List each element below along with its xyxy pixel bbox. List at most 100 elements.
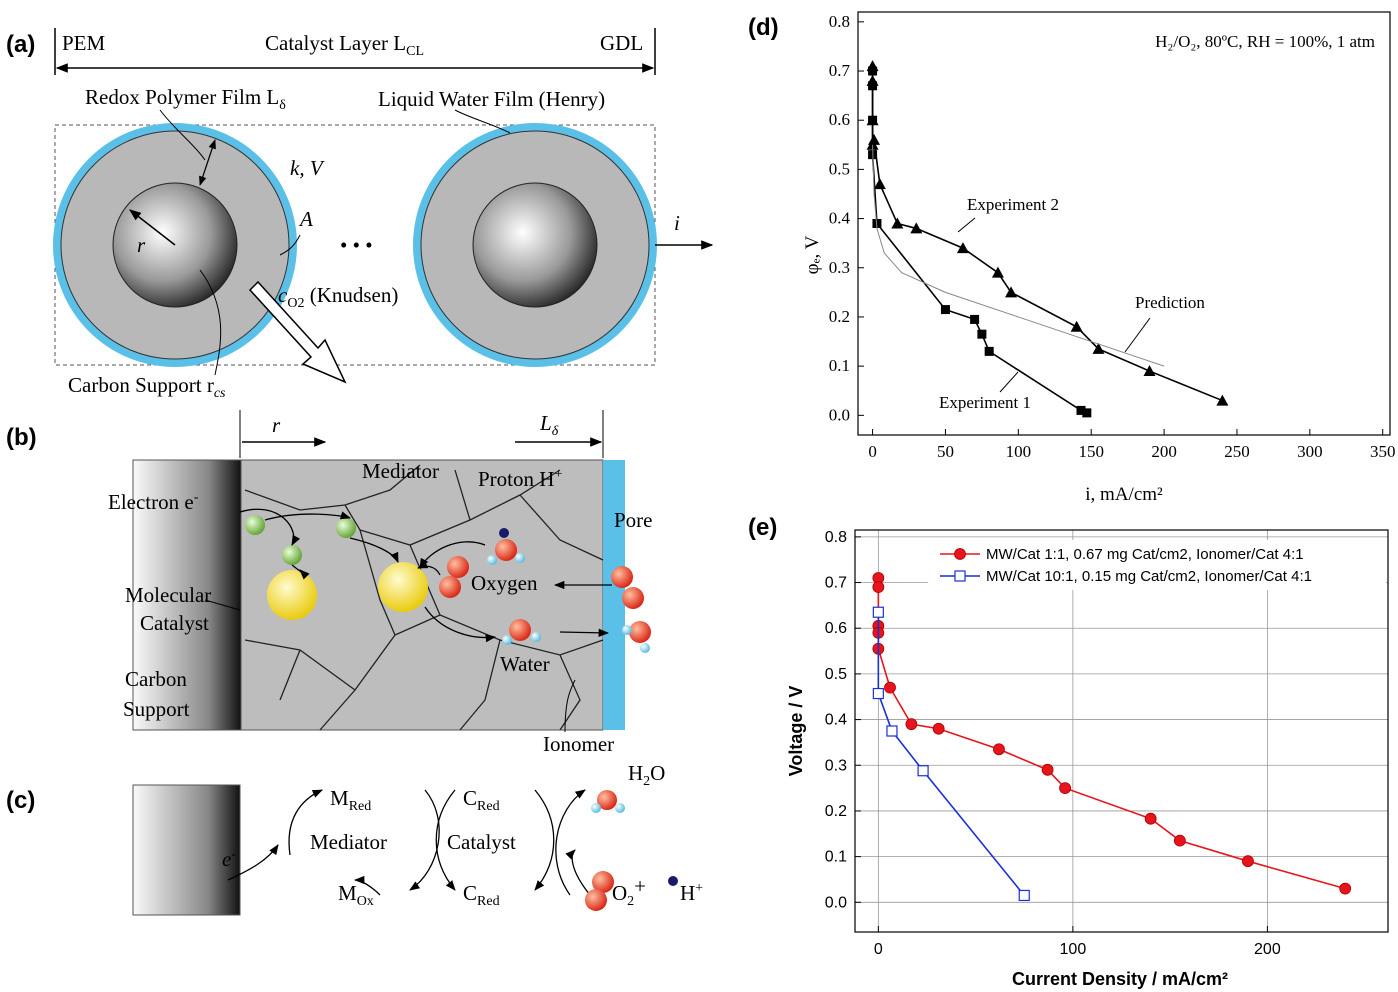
marker [1082,408,1091,417]
marker [1071,321,1083,332]
label: H [680,881,695,905]
mediator [245,515,265,535]
oxygen [495,539,517,561]
y-tick-label: 0.8 [829,12,850,31]
marker [891,218,903,229]
label: cO2 (Knudsen) [278,283,398,311]
pore [603,460,625,730]
marker [955,571,965,581]
label: Proton H+ [478,467,562,491]
panel-label: (b) [6,424,37,451]
y-tick-label: 0.6 [825,620,847,637]
y-tick-label: 0.0 [829,405,850,424]
superscript: - [194,490,199,505]
y-tick-label: 0.5 [829,159,850,178]
label: GDL [600,31,643,55]
subscript: 2 [643,774,650,789]
label: r [272,413,281,437]
x-tick-label: 250 [1224,442,1250,461]
label: Water [500,652,550,676]
x-tick-label: 100 [1060,941,1087,958]
label: Catalyst [447,830,516,854]
series-line [873,66,1223,400]
y-tick-label: 0.2 [825,803,847,820]
annotation: H₂/O₂, 80ºC, RH = 100%, 1 atm [1155,32,1375,51]
mediator [282,545,302,565]
x-tick-label: 300 [1297,442,1323,461]
marker [868,134,880,145]
carbon-support [473,183,597,307]
series-line [873,145,1165,366]
y-tick-label: 0.7 [829,61,851,80]
y-tick-label: 0.8 [825,529,847,546]
hydrogen [487,555,497,565]
panel-b: (b) r Lδ Mediator Proton H+ Electron e- … [6,410,653,756]
label: M [330,786,349,810]
y-tick-label: 0.0 [825,894,847,911]
marker [868,67,877,76]
leader [1000,372,1018,392]
label: Ionomer [543,732,614,756]
superscript: + [695,881,703,896]
panel-label: (c) [6,787,35,814]
marker [1145,813,1156,824]
label: H [628,761,643,785]
marker [1019,890,1029,900]
marker [885,682,896,693]
subscript: 2 [627,894,634,909]
marker [993,744,1004,755]
oxygen [447,556,469,578]
label: Proton H [478,467,554,491]
marker [1174,835,1185,846]
x-tick-label: 200 [1151,442,1177,461]
marker [1242,856,1253,867]
label: Electron e [108,490,194,514]
dots: • • • [340,233,373,257]
legend-label: MW/Cat 10:1, 0.15 mg Cat/cm2, Ionomer/Ca… [986,568,1312,585]
marker [985,347,994,356]
x-axis-label: i, mA/cm² [1085,484,1163,505]
label: Molecular [125,583,211,607]
hydrogen [622,625,632,635]
catalyst [267,570,317,620]
label: Oxygen [471,571,538,595]
label: Redox Polymer Film Lδ [85,85,286,113]
label: M [338,881,357,905]
y-tick-label: 0.1 [829,356,850,375]
panel-c: (c) MRed Mediator MOx CRed Catalyst CRed… [6,761,703,915]
hydrogen [515,553,525,563]
label: r [137,233,146,257]
marker [1005,286,1017,297]
label: CRed [463,881,500,909]
mediator [336,518,356,538]
subscript: Ox [357,894,374,909]
series-label: Experiment 2 [967,195,1059,214]
label: C [463,786,477,810]
proton [499,528,509,538]
label: Pore [614,508,653,532]
subscript: cs [214,386,226,401]
label: H2O [628,761,665,789]
leader [1125,318,1150,352]
marker [873,689,883,699]
marker [887,726,897,736]
marker [918,766,928,776]
label: Catalyst [140,611,209,635]
hydrogen [615,803,625,813]
panel-label: (a) [6,31,35,58]
y-tick-label: 0.4 [825,712,847,729]
label: A [298,207,313,231]
cycle-arrows [228,790,590,895]
x-tick-label: 0 [868,442,877,461]
label: O [612,881,627,905]
marker [868,116,877,125]
plot-frame [858,12,1390,435]
label: e [222,847,231,871]
label: Carbon [125,667,187,691]
subscript: δ [552,424,559,439]
marker [933,723,944,734]
subscript: Red [349,799,372,814]
